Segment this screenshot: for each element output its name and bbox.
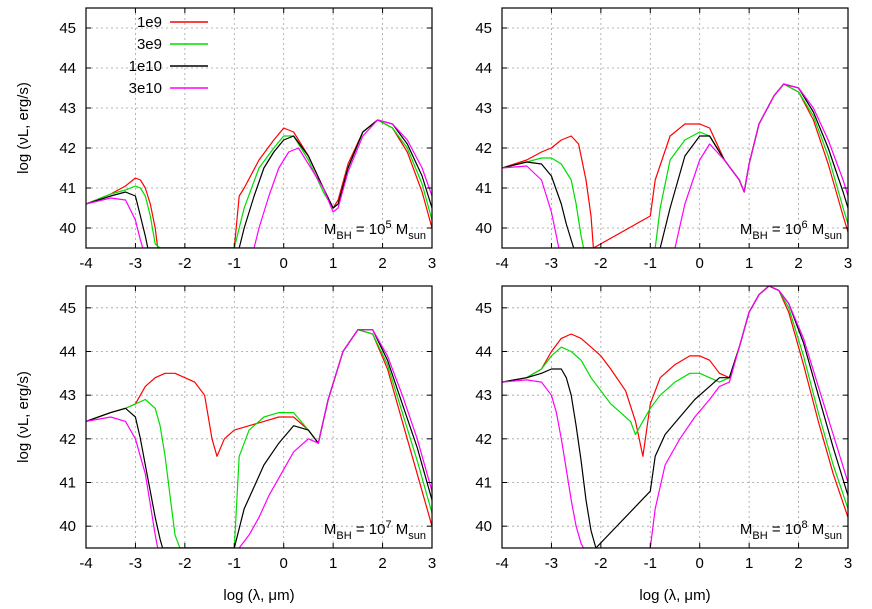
x-tick-label: 0 <box>280 255 288 272</box>
y-tick-label: 41 <box>59 475 76 492</box>
x-tick-label: -1 <box>228 555 241 572</box>
x-tick-label: 2 <box>794 255 802 272</box>
y-tick-label: 42 <box>59 140 76 157</box>
x-tick-label: -3 <box>545 555 558 572</box>
mass-annotation: MBH = 107 Msun <box>324 519 426 542</box>
x-axis-title: log (λ, μm) <box>223 587 294 604</box>
plot-frame <box>85 7 433 249</box>
series-line-1e10 <box>502 286 848 548</box>
plot-frame <box>501 7 849 249</box>
y-tick-label: 42 <box>59 431 76 448</box>
y-tick-label: 43 <box>475 387 492 404</box>
x-tick-label: 0 <box>696 555 704 572</box>
y-tick-label: 44 <box>475 60 492 77</box>
x-tick-label: 3 <box>844 255 852 272</box>
x-tick-label: -4 <box>79 255 92 272</box>
x-tick-label: -2 <box>178 555 191 572</box>
x-tick-label: 1 <box>329 555 337 572</box>
x-tick-label: -4 <box>495 555 508 572</box>
x-tick-label: 2 <box>378 555 386 572</box>
y-tick-label: 44 <box>475 344 492 361</box>
x-tick-label: 3 <box>428 255 436 272</box>
y-tick-label: 43 <box>475 100 492 117</box>
x-tick-label: 1 <box>329 255 337 272</box>
series-line-3e10 <box>502 83 848 248</box>
y-tick-label: 45 <box>475 300 492 317</box>
y-tick-label: 43 <box>59 100 76 117</box>
y-tick-label: 45 <box>59 300 76 317</box>
x-tick-label: 2 <box>794 555 802 572</box>
legend-label-1e9: 1e9 <box>137 14 162 31</box>
x-tick-label: 0 <box>696 255 704 272</box>
y-tick-label: 40 <box>59 220 76 237</box>
panel-4: -4 -3 -2 -1 0 1 2 3 40 41 42 43 44 45 MBH = 108 Msun lo… <box>475 285 852 604</box>
legend-label-3e9: 3e9 <box>137 36 162 53</box>
series-line-3e9 <box>86 329 432 548</box>
mass-annotation: MBH = 108 Msun <box>740 519 842 542</box>
series-line-3e9 <box>502 286 848 509</box>
plot-frame <box>85 285 433 549</box>
x-tick-label: -3 <box>129 555 142 572</box>
y-tick-label: 40 <box>475 518 492 535</box>
x-tick-label: -2 <box>594 555 607 572</box>
x-tick-label: -2 <box>594 255 607 272</box>
series-line-3e9 <box>502 83 848 248</box>
y-tick-label: 40 <box>475 220 492 237</box>
x-tick-label: -2 <box>178 255 191 272</box>
panel-1: -4 -3 -2 -1 0 1 2 3 40 41 42 43 44 45 MBH = 105 Msun lo… <box>15 7 436 272</box>
panel-2: -4 -3 -2 -1 0 1 2 3 40 41 42 43 44 45 MBH = 106 Msun <box>475 7 852 272</box>
x-tick-label: -1 <box>644 255 657 272</box>
x-tick-label: 0 <box>280 555 288 572</box>
y-tick-label: 41 <box>475 475 492 492</box>
legend-label-3e10: 3e10 <box>129 80 162 97</box>
y-tick-label: 40 <box>59 518 76 535</box>
x-tick-label: 2 <box>378 255 386 272</box>
x-tick-label: -3 <box>129 255 142 272</box>
series-line-3e10 <box>86 329 432 548</box>
mass-annotation: MBH = 105 Msun <box>324 219 426 242</box>
series-line-3e10 <box>86 119 432 248</box>
x-tick-label: -1 <box>644 555 657 572</box>
x-tick-label: 3 <box>428 555 436 572</box>
x-axis-title: log (λ, μm) <box>639 587 710 604</box>
plot-frame <box>501 285 849 549</box>
x-tick-label: -1 <box>228 255 241 272</box>
y-tick-label: 44 <box>59 60 76 77</box>
y-tick-label: 44 <box>59 344 76 361</box>
panel-3: -4 -3 -2 -1 0 1 2 3 40 41 42 43 44 45 MBH = 107 Msun lo… <box>15 285 436 604</box>
y-tick-label: 45 <box>475 20 492 37</box>
y-tick-label: 43 <box>59 387 76 404</box>
y-axis-title: log (νL, erg/s) <box>15 371 32 463</box>
mass-annotation: MBH = 106 Msun <box>740 219 842 242</box>
y-tick-label: 41 <box>475 180 492 197</box>
x-tick-label: -3 <box>545 255 558 272</box>
y-tick-label: 45 <box>59 20 76 37</box>
x-tick-label: 1 <box>745 555 753 572</box>
x-tick-label: 3 <box>844 555 852 572</box>
x-tick-label: -4 <box>495 255 508 272</box>
x-tick-label: -4 <box>79 555 92 572</box>
y-tick-label: 42 <box>475 140 492 157</box>
legend-label-1e10: 1e10 <box>129 58 162 75</box>
y-tick-label: 41 <box>59 180 76 197</box>
y-tick-label: 42 <box>475 431 492 448</box>
series-line-3e10 <box>502 286 848 548</box>
x-tick-label: 1 <box>745 255 753 272</box>
y-axis-title: log (νL, erg/s) <box>15 82 32 174</box>
legend: 1e9 3e9 1e10 3e10 <box>129 14 208 97</box>
